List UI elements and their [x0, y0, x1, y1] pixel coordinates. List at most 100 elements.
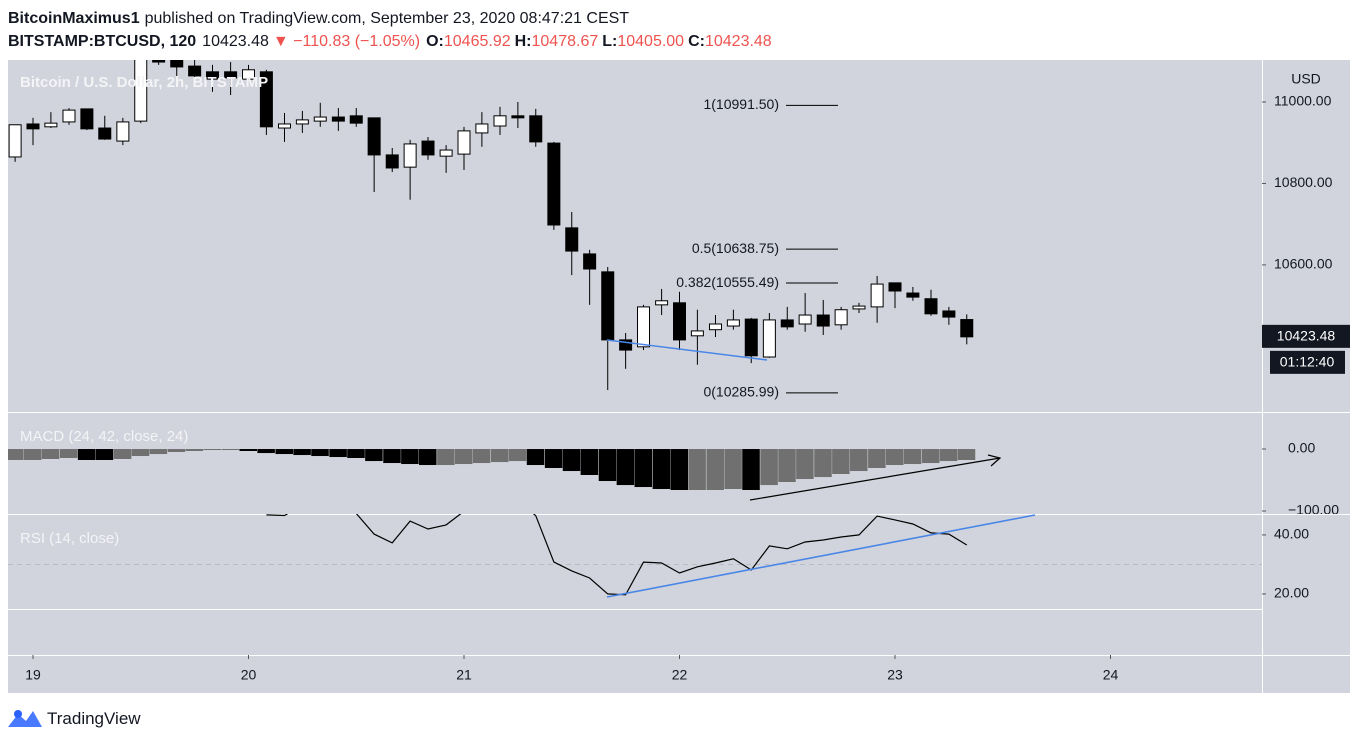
- brand: TradingView: [47, 709, 141, 728]
- macd-title: MACD (24, 42, close, 24): [20, 428, 188, 445]
- candle-body: [62, 109, 76, 123]
- histogram-bar: [293, 449, 311, 456]
- candle-body: [798, 314, 812, 325]
- candle-body: [134, 60, 148, 122]
- y-tick-label: 20.00: [1274, 585, 1309, 601]
- y-tick-label: −100.00: [1288, 502, 1339, 518]
- histogram-bar: [616, 449, 635, 486]
- histogram-bar: [832, 449, 850, 475]
- last-price: 10423.48: [1277, 328, 1336, 344]
- histogram-bar: [886, 449, 904, 466]
- histogram-bar: [850, 449, 868, 472]
- candle-body: [206, 71, 220, 80]
- x-tick-label: 23: [887, 667, 903, 683]
- candle-body: [475, 123, 489, 134]
- histogram-bar: [257, 449, 275, 454]
- candle-body: [403, 143, 417, 168]
- histogram-bar: [41, 449, 60, 460]
- candle-body: [188, 65, 202, 77]
- histogram-bar: [455, 449, 473, 465]
- histogram-bar: [77, 449, 96, 460]
- candle-body: [385, 154, 399, 169]
- histogram-bar: [742, 449, 760, 491]
- histogram-bar: [921, 449, 940, 464]
- candle-body: [80, 108, 94, 130]
- histogram-bar: [814, 449, 832, 478]
- histogram-bar: [221, 449, 240, 451]
- histogram-bar: [868, 449, 886, 468]
- candle-body: [726, 319, 740, 327]
- trend-line: [606, 514, 1036, 598]
- rsi-trend: [606, 514, 1036, 598]
- candle-body: [852, 305, 866, 310]
- x-tick-label: 20: [241, 667, 257, 683]
- candle-body: [116, 121, 130, 142]
- candle-body: [942, 310, 956, 318]
- candle-body: [816, 314, 830, 327]
- x-tick-label: 19: [25, 667, 41, 683]
- x-tick-label: 21: [456, 667, 472, 683]
- fib-label: 0(10285.99): [703, 384, 779, 400]
- candle-body: [960, 319, 974, 338]
- histogram-bar: [688, 449, 706, 491]
- histogram-bar: [437, 449, 455, 466]
- candle-body: [152, 60, 166, 63]
- histogram-bar: [796, 449, 814, 480]
- histogram-bar: [903, 449, 922, 465]
- histogram-bar: [8, 449, 24, 460]
- candle-body: [744, 318, 758, 357]
- candle-body: [439, 149, 453, 157]
- header-line-2: BITSTAMP:BTCUSD, 120 10423.48 ▼ −110.83 (−…: [8, 33, 772, 50]
- histogram-bar: [23, 449, 42, 460]
- y-tick-label: 10600.00: [1274, 256, 1333, 272]
- candle-body: [457, 130, 471, 155]
- symbol: BITSTAMP:BTCUSD, 120: [8, 33, 196, 50]
- fib-label: 1(10991.50): [703, 96, 779, 112]
- histogram-bar: [508, 449, 527, 462]
- candle-body: [98, 127, 112, 140]
- candle-body: [26, 123, 40, 130]
- fib-label: 0.5(10638.75): [692, 240, 779, 256]
- candle-body: [906, 292, 920, 298]
- candle-body: [780, 319, 794, 328]
- candle-body: [888, 282, 902, 292]
- candle-body: [44, 122, 58, 128]
- histogram-bar: [113, 449, 132, 460]
- histogram-bar: [670, 449, 689, 491]
- tradingview-logo: [8, 710, 42, 727]
- trend-line: [606, 339, 768, 361]
- author: BitcoinMaximus1: [8, 10, 140, 27]
- candle-body: [870, 283, 884, 308]
- axes: 10600.00 10800.00 11000.00 19 20 21 22 23 24 1042…: [25, 93, 1350, 683]
- histogram-bar: [59, 449, 78, 459]
- pane-borders: [8, 60, 1350, 693]
- ohlc-label: O:: [426, 33, 444, 50]
- histogram-bar: [634, 449, 653, 488]
- candle-body: [547, 142, 561, 226]
- countdown-box: [1270, 350, 1345, 374]
- currency: USD: [1291, 71, 1321, 87]
- candle-body: [331, 116, 345, 122]
- price-pane: 1(10991.50) 0.5(10638.75) 0.382(10555.49) 0…: [8, 60, 974, 400]
- last-price-box: [1262, 324, 1350, 348]
- macd-arrow: [749, 454, 1002, 501]
- histogram-bar: [724, 449, 742, 490]
- histogram-bar: [185, 449, 204, 452]
- ohlc-label: L:: [602, 33, 617, 50]
- candle-body: [241, 69, 255, 80]
- ohlc-value: 10465.92: [444, 33, 511, 50]
- x-tick-label: 24: [1103, 667, 1119, 683]
- chart-title: Bitcoin / U.S. Dollar, 2h, BITSTAMP: [20, 74, 268, 91]
- fib-label: 0.382(10555.49): [676, 274, 779, 290]
- histogram-bar: [131, 449, 150, 457]
- histogram-bar: [939, 449, 958, 462]
- candle-body: [277, 123, 291, 129]
- histogram-bar: [419, 449, 437, 466]
- histogram-bar: [383, 449, 401, 464]
- histogram-bar: [311, 449, 329, 457]
- candle-body: [690, 330, 704, 337]
- histogram-bar: [652, 449, 671, 490]
- candle-body: [834, 309, 848, 326]
- candle-body: [619, 339, 633, 351]
